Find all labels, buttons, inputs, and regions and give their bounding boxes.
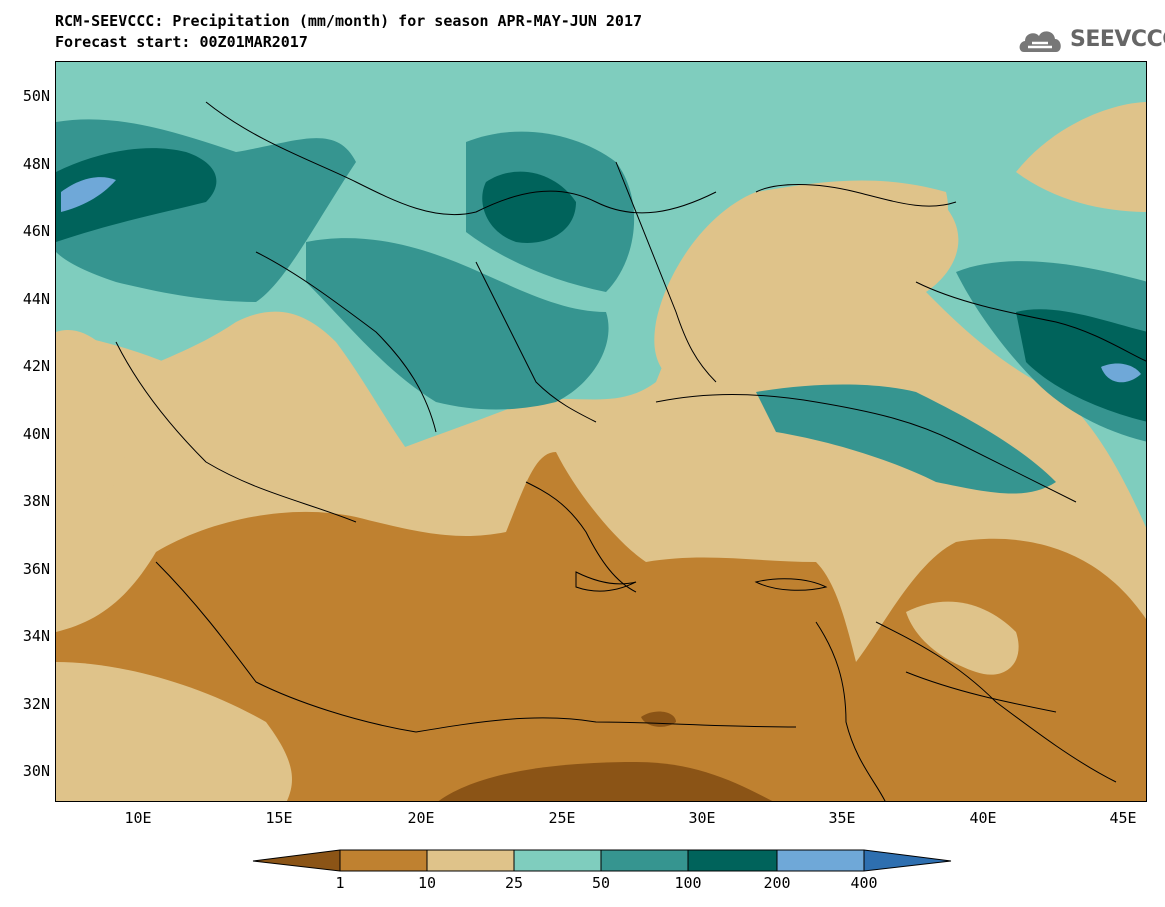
lon-label: 20E: [407, 809, 435, 827]
lat-label: 46N: [22, 222, 50, 240]
colorbar: [252, 849, 952, 872]
lat-label: 36N: [22, 560, 50, 578]
colorbar-label: 100: [674, 874, 702, 892]
region-100-200-caucasus: [1016, 309, 1146, 422]
colorbar-segment: [777, 850, 864, 871]
region-200-400-alps: [61, 177, 116, 212]
colorbar-label: 50: [591, 874, 611, 892]
region-10-25-sardinia-west: [56, 330, 136, 522]
colorbar-label: 200: [763, 874, 791, 892]
lon-label: 25E: [548, 809, 576, 827]
region-1-10: [56, 452, 1146, 801]
lat-label: 42N: [22, 357, 50, 375]
logo-text: SEEVCCC: [1070, 27, 1165, 52]
lon-label: 40E: [969, 809, 997, 827]
map-canvas: [56, 62, 1146, 801]
country-borders: [115, 101, 1146, 801]
colorbar-segment: [514, 850, 601, 871]
seevccc-cloud-logo-icon: [1019, 31, 1061, 52]
region-10-25-italy: [96, 311, 416, 512]
region-200-400-caucasus: [1101, 363, 1141, 383]
lat-label: 44N: [22, 290, 50, 308]
region-100-200-alps: [56, 148, 217, 242]
lat-label: 32N: [22, 695, 50, 713]
colorbar-segment: [340, 850, 427, 871]
forecast-start-subtitle: Forecast start: 00Z01MAR2017: [55, 33, 308, 51]
lon-label: 10E: [124, 809, 152, 827]
colorbar-segment: [688, 850, 777, 871]
lon-label: 30E: [688, 809, 716, 827]
colorbar-label: 25: [504, 874, 524, 892]
map-title: RCM-SEEVCCC: Precipitation (mm/month) fo…: [55, 12, 642, 30]
colorbar-label: 10: [417, 874, 437, 892]
lat-label: 38N: [22, 492, 50, 510]
colorbar-segment: [864, 850, 951, 871]
colorbar-segment: [427, 850, 514, 871]
colorbar-segment: [253, 850, 340, 871]
lon-label: 45E: [1109, 809, 1137, 827]
lat-label: 48N: [22, 155, 50, 173]
lat-label: 30N: [22, 762, 50, 780]
lon-label: 15E: [265, 809, 293, 827]
lat-label: 34N: [22, 627, 50, 645]
lon-label: 35E: [828, 809, 856, 827]
region-100-200-carpathians: [482, 171, 576, 243]
colorbar-label: 400: [850, 874, 878, 892]
region-10-25-northeast: [1016, 102, 1146, 212]
region-10-25-libya: [56, 662, 292, 801]
lat-label: 50N: [22, 87, 50, 105]
colorbar-label: 1: [335, 874, 345, 892]
region-50-100-balkans: [306, 238, 609, 410]
region-10-25-black-sea: [654, 180, 976, 392]
precipitation-map: [55, 61, 1147, 802]
region-10-25-east: [906, 601, 1019, 675]
region-50-100-anatolia: [756, 384, 1056, 494]
region-lt1: [438, 762, 773, 801]
lat-label: 40N: [22, 425, 50, 443]
colorbar-segment: [601, 850, 688, 871]
